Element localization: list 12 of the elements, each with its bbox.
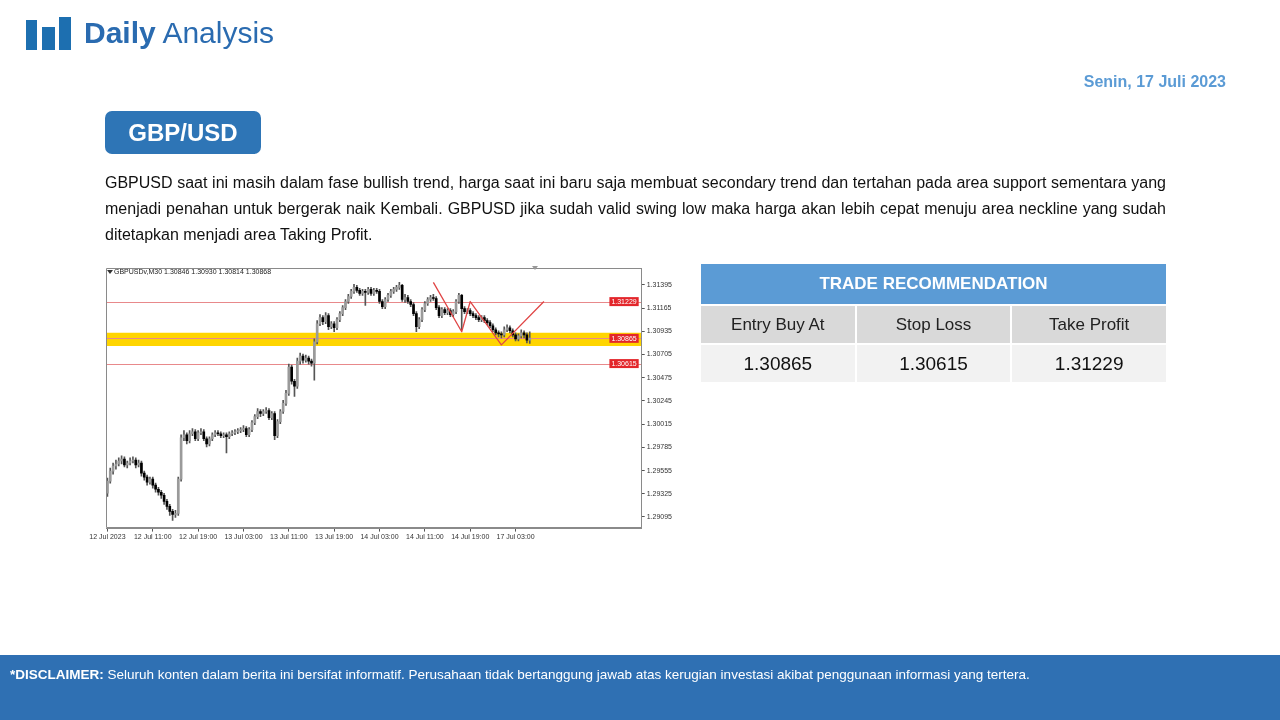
text: TRADE RECOMMENDATION (701, 264, 1166, 304)
chart-subtitle: GBPUSD saat ini masih dalam fase bullish trend, harga saat ini baru saja membuat secondary trend dan tertahan pada area support sementara yang menjadi penahan untuk bergerak naik Kembali. GBPUSD jika sudah valid swing low maka harga akan lebih cepat menuju area neckline yang sudah ditetapkan menjadi area Taking Profit. (105, 173, 1166, 245)
category-label: Take Profit (1012, 306, 1166, 343)
category-label: Entry Buy At (701, 306, 855, 343)
chart-title: GBP/USD (105, 111, 261, 154)
data-label: 1.30615 (856, 345, 1011, 382)
data-label: 1.30865 (701, 345, 855, 382)
category-label: Stop Loss (856, 306, 1011, 343)
text: Senin, 17 Juli 2023 (1083, 73, 1226, 91)
text: Daily Analysis (84, 16, 275, 49)
text: *DISCLAIMER: Seluruh konten dalam berita ini bersifat informatif. Perusahaan tidak bertanggung jawab atas kerugian investasi akibat penggunaan informasi yang tertera. (10, 667, 1030, 682)
data-label: 1.31229 (1012, 345, 1166, 382)
